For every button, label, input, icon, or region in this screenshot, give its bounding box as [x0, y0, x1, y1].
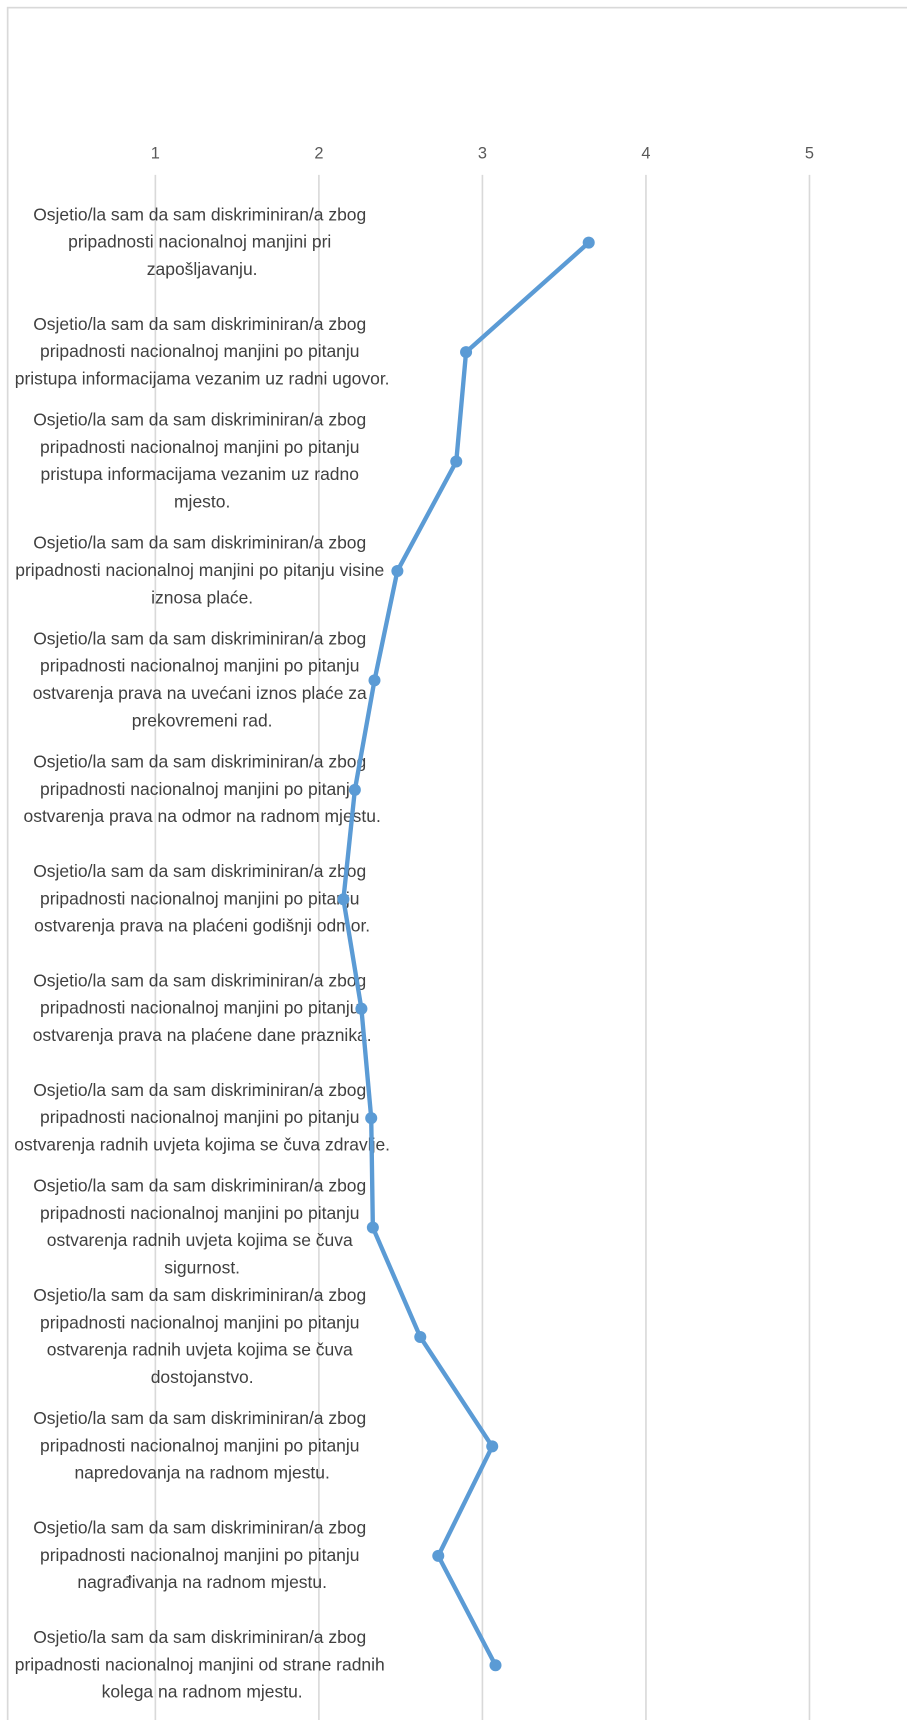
- label-line: ostvarenja prava na plaćene dane praznik…: [33, 1025, 372, 1045]
- label-line: ostvarenja radnih uvjeta kojima se čuva: [47, 1230, 358, 1250]
- label-line: kolega na radnom mjestu.: [102, 1681, 303, 1701]
- label-line: pripadnosti nacionalnoj manjini po pitan…: [40, 997, 364, 1017]
- label-line: dostojanstvo.: [151, 1367, 254, 1387]
- label-line: mjesto.: [174, 491, 230, 511]
- label-line: Osjetio/la sam da sam diskriminiran/a zb…: [33, 970, 371, 990]
- label-line: pripadnosti nacionalnoj manjini po pitan…: [40, 1544, 364, 1564]
- label-line: pripadnosti nacionalnoj manjini po pitan…: [40, 888, 364, 908]
- point: [355, 1002, 368, 1015]
- label-line: ostvarenja prava na odmor na radnom mjes…: [24, 806, 381, 826]
- label-line: Osjetio/la sam da sam diskriminiran/a zb…: [33, 1079, 371, 1099]
- label-line: iznosa plaće.: [151, 587, 253, 607]
- x-tick-label: 4: [641, 144, 650, 162]
- label-line: Osjetio/la sam da sam diskriminiran/a zb…: [33, 313, 371, 333]
- label-line: Osjetio/la sam da sam diskriminiran/a zb…: [33, 1285, 371, 1305]
- point: [348, 783, 361, 796]
- x-tick-label: 5: [805, 144, 814, 162]
- line: [341, 241, 591, 1667]
- point: [432, 1549, 445, 1562]
- point: [450, 455, 463, 468]
- label-line: pripadnosti nacionalnoj manjini od stran…: [15, 1654, 390, 1674]
- label-line: pripadnosti nacionalnoj manjini po pitan…: [40, 778, 364, 798]
- label-line: pripadnosti nacionalnoj manjini po pitan…: [40, 655, 364, 675]
- y-tick-label: Osjetio/la sam da sam diskriminiran/a zb…: [24, 751, 381, 826]
- point: [365, 1112, 378, 1125]
- label-line: Osjetio/la sam da sam diskriminiran/a zb…: [33, 1408, 371, 1428]
- y-tick-label: Osjetio/la sam da sam diskriminiran/a zb…: [33, 204, 371, 279]
- label-line: Osjetio/la sam da sam diskriminiran/a zb…: [33, 1517, 371, 1537]
- label-line: ostvarenja prava na plaćeni godišnji odm…: [34, 915, 370, 935]
- y-tick-label: Osjetio/la sam da sam diskriminiran/a zb…: [15, 313, 390, 388]
- point: [391, 564, 404, 577]
- label-line: zapošljavanju.: [147, 259, 258, 279]
- chart-border: [6, 6, 907, 1720]
- label-line: pripadnosti nacionalnoj manjini po pitan…: [15, 560, 389, 580]
- label-line: pripadnosti nacionalnoj manjini pri: [68, 231, 336, 251]
- label-line: nagrađivanja na radnom mjestu.: [77, 1572, 327, 1592]
- label-line: ostvarenja radnih uvjeta kojima se čuva …: [14, 1134, 390, 1154]
- label-line: Osjetio/la sam da sam diskriminiran/a zb…: [33, 532, 371, 552]
- x-tick-label: 3: [478, 144, 487, 162]
- y-tick-label: Osjetio/la sam da sam diskriminiran/a zb…: [33, 1285, 371, 1387]
- y-tick-label: Osjetio/la sam da sam diskriminiran/a zb…: [33, 409, 371, 511]
- point: [582, 236, 595, 249]
- point: [486, 1440, 499, 1453]
- point: [460, 346, 473, 359]
- label-line: pripadnosti nacionalnoj manjini po pitan…: [40, 1203, 364, 1223]
- label-line: pripadnosti nacionalnoj manjini po pitan…: [40, 1435, 364, 1455]
- label-line: Osjetio/la sam da sam diskriminiran/a zb…: [33, 1627, 371, 1647]
- label-line: pristupa informacijama vezanim uz radno: [41, 464, 364, 484]
- y-tick-label: Osjetio/la sam da sam diskriminiran/a zb…: [15, 1627, 390, 1702]
- label-line: prekovremeni rad.: [132, 710, 273, 730]
- x-tick-label: 1: [151, 144, 160, 162]
- y-tick-label: Osjetio/la sam da sam diskriminiran/a zb…: [33, 1175, 371, 1277]
- y-tick-label: Osjetio/la sam da sam diskriminiran/a zb…: [33, 628, 372, 730]
- point: [489, 1659, 502, 1672]
- label-line: sigurnost.: [164, 1257, 240, 1277]
- x-tick-label: 2: [314, 144, 323, 162]
- label-line: ostvarenja prava na uvećani iznos plaće …: [33, 683, 372, 703]
- label-line: Osjetio/la sam da sam diskriminiran/a zb…: [33, 628, 371, 648]
- y-tick-label: Osjetio/la sam da sam diskriminiran/a zb…: [33, 1408, 371, 1483]
- point: [366, 1221, 379, 1234]
- point: [368, 674, 381, 687]
- label-line: pripadnosti nacionalnoj manjini po pitan…: [40, 436, 364, 456]
- point: [337, 893, 350, 906]
- label-line: Osjetio/la sam da sam diskriminiran/a zb…: [33, 751, 371, 771]
- label-line: Osjetio/la sam da sam diskriminiran/a zb…: [33, 1175, 371, 1195]
- y-tick-label: Osjetio/la sam da sam diskriminiran/a zb…: [33, 861, 371, 936]
- label-line: ostvarenja radnih uvjeta kojima se čuva: [47, 1339, 358, 1359]
- y-tick-label: Osjetio/la sam da sam diskriminiran/a zb…: [14, 1079, 390, 1154]
- y-tick-label: Osjetio/la sam da sam diskriminiran/a zb…: [33, 970, 372, 1045]
- label-line: pripadnosti nacionalnoj manjini po pitan…: [40, 1312, 364, 1332]
- label-line: pristupa informacijama vezanim uz radni …: [15, 368, 390, 388]
- y-tick-label: Osjetio/la sam da sam diskriminiran/a zb…: [33, 1517, 371, 1592]
- label-line: pripadnosti nacionalnoj manjini po pitan…: [40, 341, 364, 361]
- label-line: Osjetio/la sam da sam diskriminiran/a zb…: [33, 204, 371, 224]
- label-line: pripadnosti nacionalnoj manjini po pitan…: [40, 1107, 364, 1127]
- y-tick-label: Osjetio/la sam da sam diskriminiran/a zb…: [15, 532, 389, 607]
- point: [414, 1330, 427, 1343]
- label-line: napredovanja na radnom mjestu.: [74, 1462, 329, 1482]
- label-line: Osjetio/la sam da sam diskriminiran/a zb…: [33, 861, 371, 881]
- label-line: Osjetio/la sam da sam diskriminiran/a zb…: [33, 409, 371, 429]
